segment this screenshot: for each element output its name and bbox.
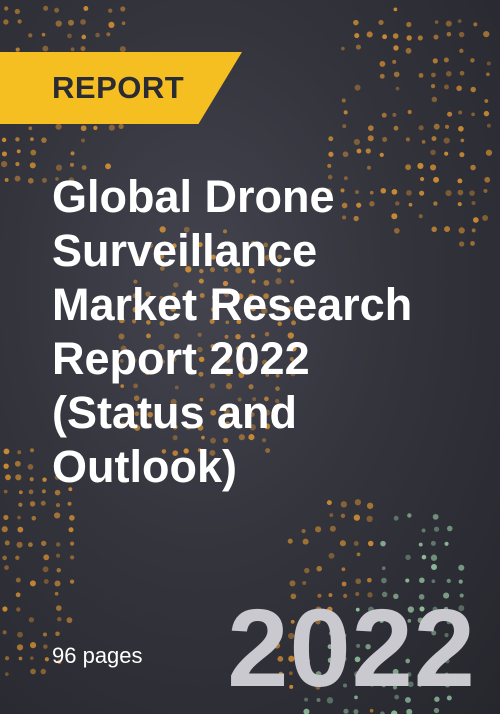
report-title: Global Drone Surveillance Market Researc… xyxy=(52,170,472,494)
report-badge-label: REPORT xyxy=(52,70,185,105)
title-line: Global Drone xyxy=(52,171,335,222)
report-badge xyxy=(0,52,242,124)
title-line: Outlook) xyxy=(52,441,237,492)
title-line: Market Research xyxy=(52,279,413,330)
title-line: Surveillance xyxy=(52,225,318,276)
title-line: (Status and xyxy=(52,387,298,438)
page-count: 96 pages xyxy=(52,643,143,668)
report-year: 2022 xyxy=(227,587,476,710)
title-line: Report 2022 xyxy=(52,333,310,384)
